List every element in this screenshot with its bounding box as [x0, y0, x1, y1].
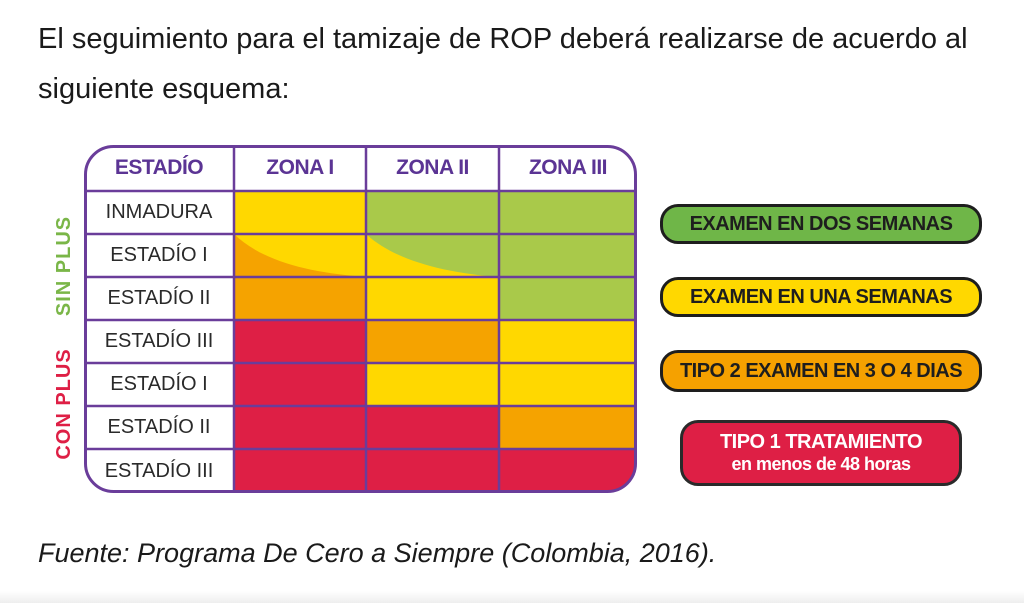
- row-label-estadio-1: ESTADÍO I: [110, 244, 208, 266]
- table-grid-graphic: [84, 145, 637, 493]
- legend-type1-label: TIPO 1 TRATAMIENTO: [719, 431, 923, 453]
- cell-plus-estadio3-zona3: [499, 449, 636, 492]
- row-label-plus-estadio-3: ESTADÍO III: [104, 459, 214, 482]
- cell-estadio3-zona3: [499, 320, 636, 363]
- row-label-estadio-2: ESTADÍO II: [107, 287, 211, 309]
- legend-type2-label: TIPO 2 EXAMEN EN 3 O 4 DIAS: [679, 359, 963, 382]
- cell-estadio3-zona1: [234, 320, 366, 363]
- bottom-shadow: [0, 591, 1024, 603]
- cell-estadio1-zona2-split: [366, 234, 499, 277]
- header-estadio: ESTADÍO: [114, 156, 204, 179]
- cell-inmadura-zona3: [499, 191, 636, 234]
- header-zona-3: ZONA III: [528, 156, 608, 179]
- legend-type2: TIPO 2 EXAMEN EN 3 O 4 DIAS: [660, 350, 982, 392]
- row-label-plus-estadio-1: ESTADÍO I: [110, 373, 208, 395]
- cell-plus-estadio3-zona2: [366, 449, 499, 492]
- header-zona-1: ZONA I: [266, 156, 334, 179]
- legend-one-week: EXAMEN EN UNA SEMANAS: [660, 277, 982, 317]
- cell-estadio1-zona3: [499, 234, 636, 277]
- cell-estadio2-zona3: [499, 277, 636, 320]
- cell-plus-estadio2-zona2: [366, 406, 499, 449]
- cell-estadio2-zona1: [234, 277, 366, 320]
- cell-plus-estadio2-zona1: [234, 406, 366, 449]
- header-zona-2: ZONA II: [396, 156, 469, 179]
- cell-plus-estadio2-zona3: [499, 406, 636, 449]
- cell-inmadura-zona1: [234, 191, 366, 234]
- con-plus-label: CON PLUS: [52, 348, 75, 460]
- cell-inmadura-zona2: [366, 191, 499, 234]
- row-label-inmadura: INMADURA: [105, 201, 213, 223]
- legend-two-weeks: EXAMEN EN DOS SEMANAS: [660, 204, 982, 244]
- legend-type1-sublabel: en menos de 48 horas: [731, 454, 911, 474]
- cell-plus-estadio1-zona2: [366, 363, 499, 406]
- source-citation: Fuente: Programa De Cero a Siempre (Colo…: [38, 538, 717, 568]
- row-label-estadio-3: ESTADÍO III: [104, 330, 214, 352]
- legend-one-week-label: EXAMEN EN UNA SEMANAS: [689, 285, 953, 308]
- cell-estadio1-zona1-split: [234, 234, 366, 277]
- cell-plus-estadio1-zona1: [234, 363, 366, 406]
- cell-estadio2-zona2: [366, 277, 499, 320]
- legend-two-weeks-label: EXAMEN EN DOS SEMANAS: [689, 212, 953, 235]
- legend-type1: TIPO 1 TRATAMIENTO en menos de 48 horas: [680, 420, 962, 486]
- cell-plus-estadio1-zona3: [499, 363, 636, 406]
- intro-paragraph: El seguimiento para el tamizaje de ROP d…: [38, 23, 968, 105]
- sin-plus-label: SIN PLUS: [52, 215, 75, 317]
- row-label-plus-estadio-2: ESTADÍO II: [107, 416, 211, 438]
- table-outer-border: [84, 145, 637, 493]
- cell-estadio3-zona2: [366, 320, 499, 363]
- cell-plus-estadio3-zona1: [234, 449, 366, 492]
- rop-screening-table: ESTADÍO ZONA I ZONA II ZONA III INMADURA…: [84, 145, 637, 493]
